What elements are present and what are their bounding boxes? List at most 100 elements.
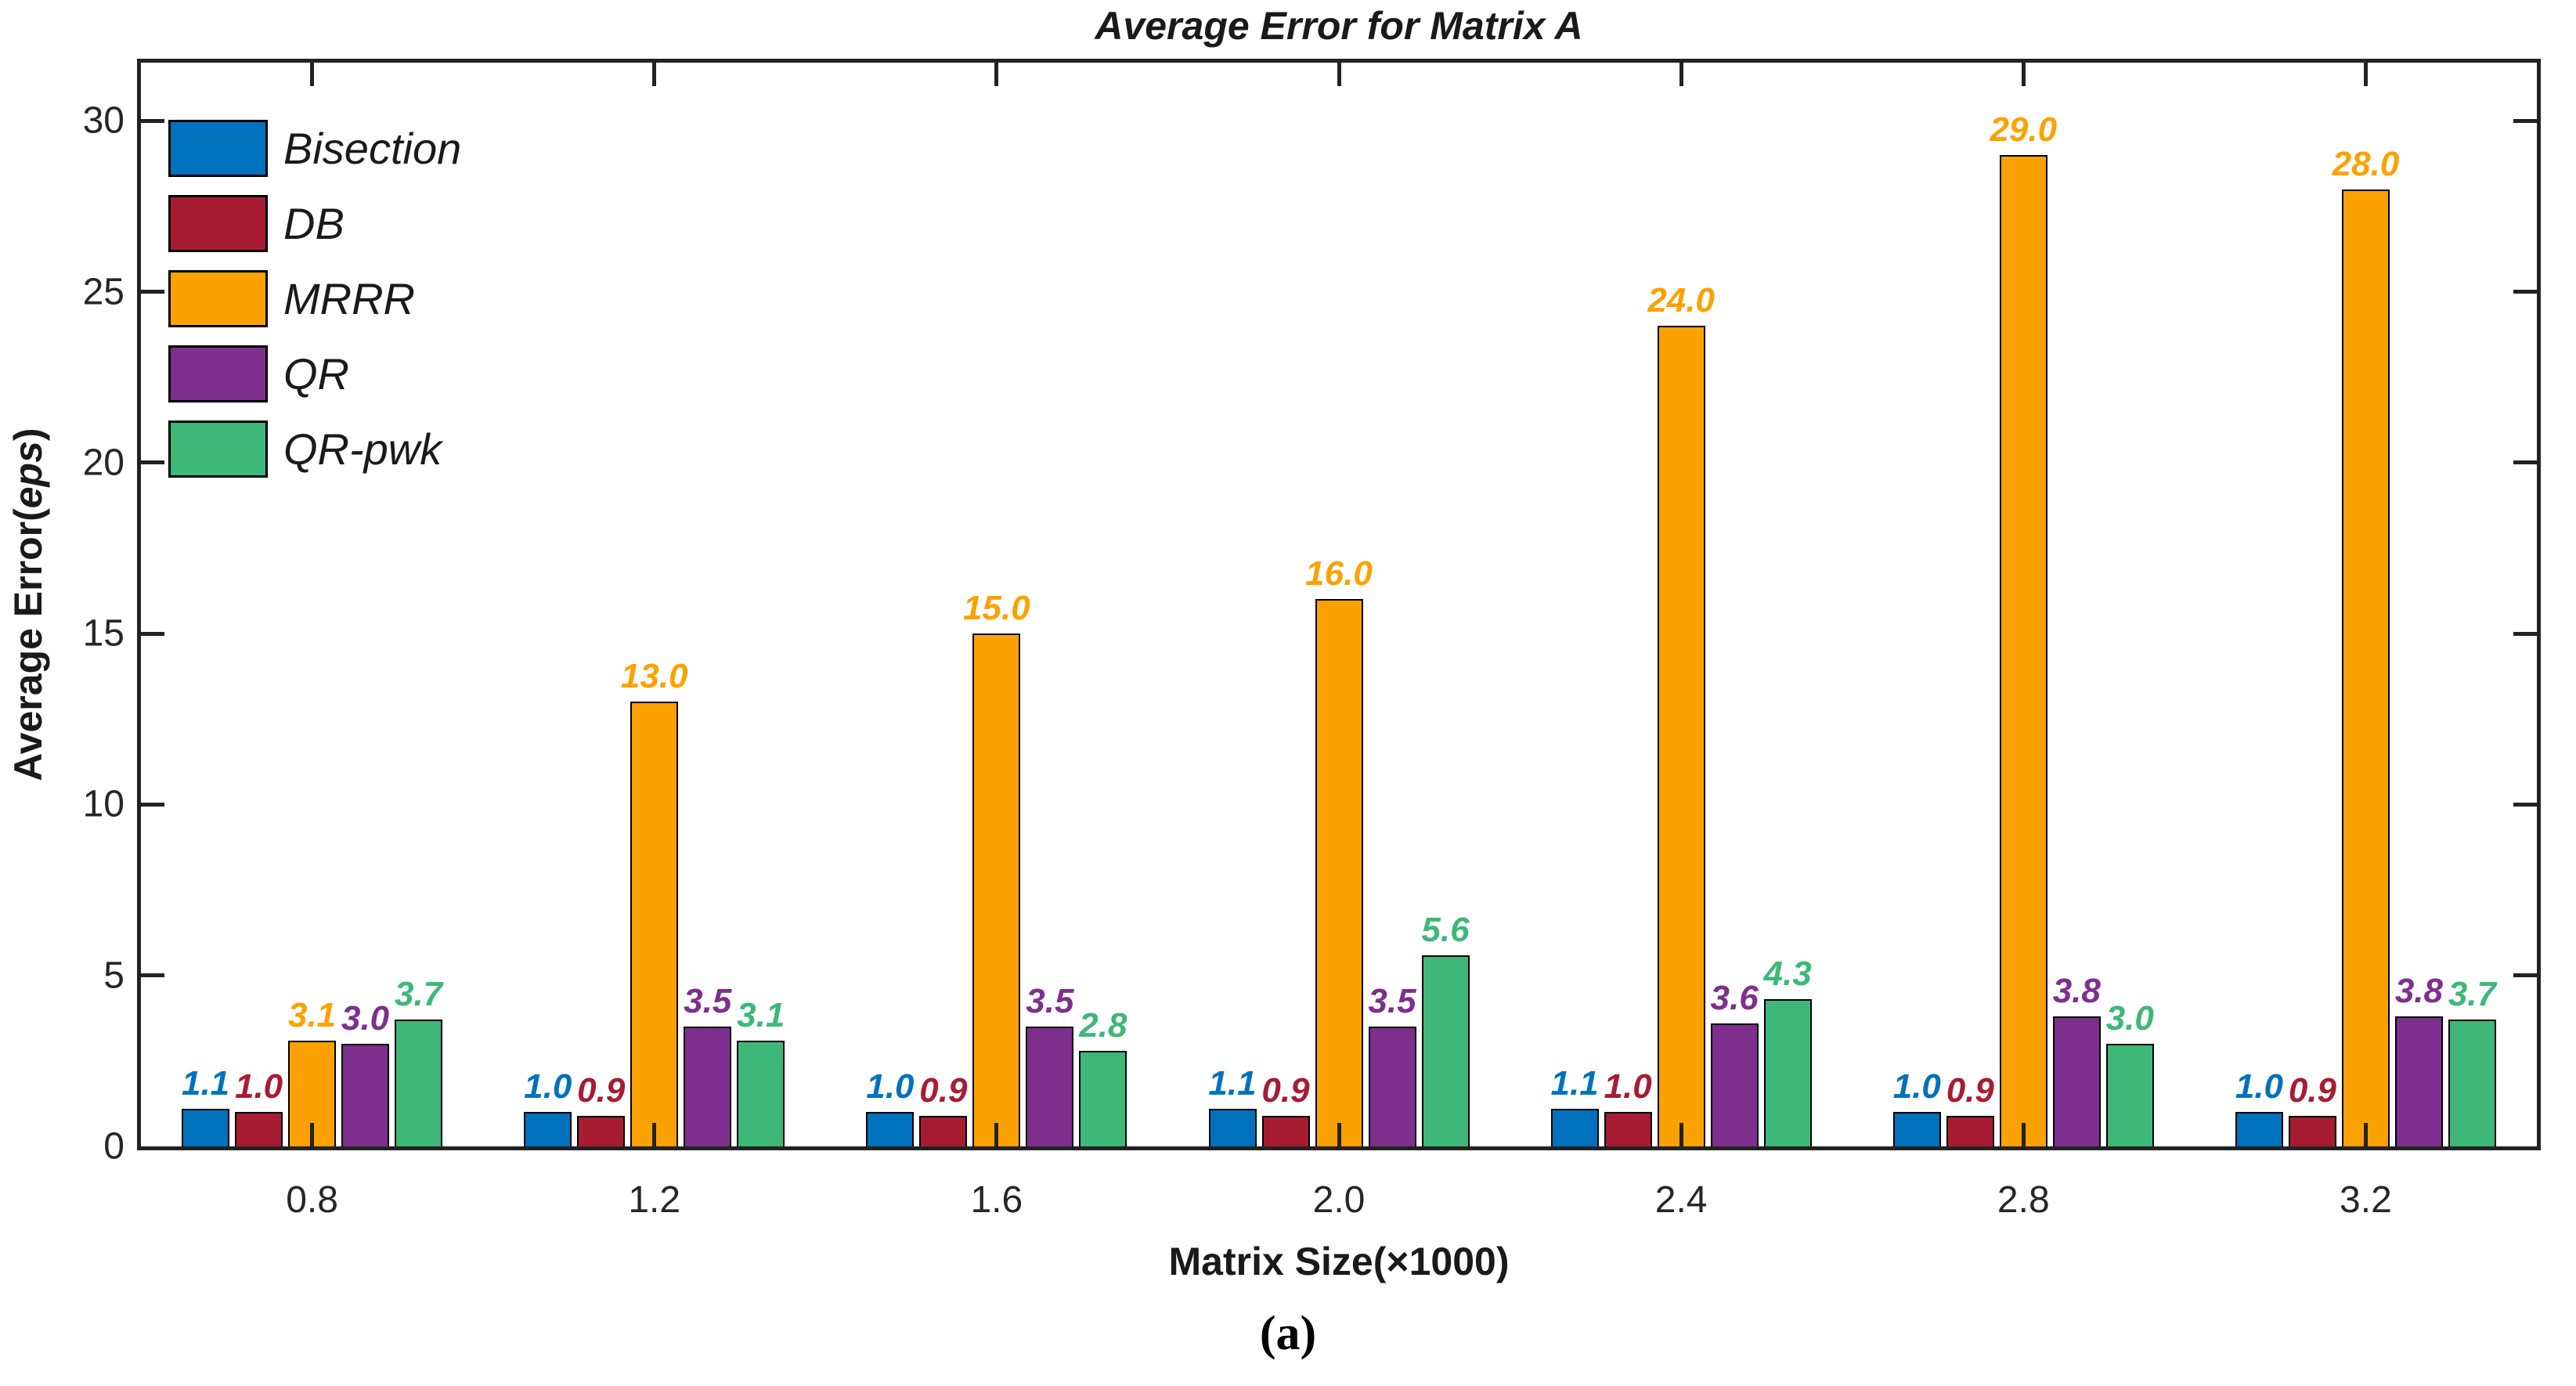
bar-group-2.8: 1.0 0.9 29.0 3.8 3.0 — [1893, 63, 2154, 1146]
bar-qr-pwk-2.8 — [2105, 1044, 2154, 1146]
x-tick-top-2.4 — [1679, 63, 1683, 86]
y-tick-label-0: 0 — [103, 1125, 124, 1168]
bar-slot-qr-pwk-2.8: 3.0 — [2106, 63, 2154, 1146]
bar-value-label-bisection-1.6: 1.0 — [866, 1067, 915, 1106]
bar-slot-mrrr-0.8: 3.1 — [288, 63, 336, 1146]
bar-slot-mrrr-2.4: 24.0 — [1647, 63, 1715, 1146]
bar-value-label-qr-pwk-1.2: 3.1 — [737, 995, 785, 1034]
bar-value-label-mrrr-3.2: 28.0 — [2332, 144, 2400, 183]
figure-caption: (a) — [1259, 1307, 1317, 1360]
y-tick-left-5 — [141, 973, 164, 978]
bar-group-2.0: 1.1 0.9 16.0 3.5 5.6 — [1208, 63, 1470, 1146]
bar-slot-qr-pwk-1.6: 2.8 — [1079, 63, 1127, 1146]
bar-slot-db-2.8: 0.9 — [1946, 63, 1994, 1146]
x-tick-label-2.8: 2.8 — [1997, 1179, 2050, 1221]
bar-value-label-qr-3.2: 3.8 — [2394, 972, 2444, 1011]
bar-slot-bisection-2.4: 1.1 — [1551, 63, 1599, 1146]
bar-slot-qr-pwk-2.0: 5.6 — [1421, 63, 1470, 1146]
bar-slot-db-0.8: 1.0 — [235, 63, 283, 1146]
bar-bisection-2.0 — [1208, 1108, 1257, 1146]
x-tick-top-2.0 — [1337, 63, 1341, 86]
y-tick-label-15: 15 — [82, 612, 124, 655]
legend-item-bisection: Bisection — [168, 120, 461, 177]
y-tick-left-25 — [141, 290, 164, 294]
x-tick-bottom-1.6 — [994, 1123, 999, 1146]
y-axis-label-eps: eps — [6, 441, 50, 509]
y-tick-left-30 — [141, 118, 164, 123]
bar-db-1.6 — [919, 1115, 968, 1146]
legend-swatch-mrrr — [168, 270, 268, 327]
x-axis-label: Matrix Size(×1000) — [1168, 1240, 1510, 1283]
bar-bisection-1.2 — [524, 1112, 572, 1146]
bar-qr-pwk-2.0 — [1421, 955, 1470, 1146]
bar-slot-mrrr-2.8: 29.0 — [1990, 63, 2057, 1146]
bar-value-label-mrrr-2.4: 24.0 — [1647, 281, 1715, 320]
y-tick-label-30: 30 — [82, 99, 124, 142]
bar-value-label-db-3.2: 0.9 — [2288, 1070, 2337, 1110]
y-tick-right-30 — [2513, 118, 2537, 123]
bar-value-label-bisection-2.0: 1.1 — [1208, 1063, 1257, 1103]
x-tick-label-1.6: 1.6 — [970, 1179, 1023, 1221]
bar-mrrr-2.8 — [1999, 154, 2047, 1146]
bar-value-label-mrrr-1.2: 13.0 — [620, 657, 688, 696]
legend-label: Bisection — [283, 123, 462, 173]
bar-group-3.2: 1.0 0.9 28.0 3.8 3.7 — [2235, 63, 2496, 1146]
y-tick-left-15 — [141, 631, 164, 636]
bar-value-label-qr-0.8: 3.0 — [341, 999, 390, 1038]
bar-mrrr-1.6 — [972, 633, 1021, 1146]
x-tick-bottom-1.2 — [652, 1123, 657, 1146]
legend-label: DB — [283, 198, 345, 248]
bar-slot-qr-pwk-2.4: 4.3 — [1764, 63, 1812, 1146]
bar-value-label-qr-pwk-1.6: 2.8 — [1079, 1005, 1127, 1045]
bar-slot-qr-2.8: 3.8 — [2053, 63, 2101, 1146]
x-tick-top-0.8 — [310, 63, 315, 86]
y-tick-right-25 — [2513, 290, 2537, 294]
y-axis-label: Average Error(eps) — [5, 428, 51, 781]
y-tick-label-10: 10 — [82, 783, 124, 825]
bar-slot-qr-2.0: 3.5 — [1368, 63, 1416, 1146]
bar-value-label-bisection-0.8: 1.1 — [181, 1063, 230, 1103]
bar-slot-bisection-2.0: 1.1 — [1208, 63, 1257, 1146]
bar-slot-qr-0.8: 3.0 — [341, 63, 389, 1146]
bar-slot-mrrr-1.2: 13.0 — [621, 63, 688, 1146]
y-tick-left-10 — [141, 802, 164, 807]
x-tick-top-2.8 — [2021, 63, 2026, 86]
bar-bisection-0.8 — [182, 1108, 230, 1146]
bar-value-label-qr-2.8: 3.8 — [2052, 972, 2101, 1011]
legend-item-qr-pwk: QR-pwk — [168, 420, 461, 478]
legend-swatch-qr-pwk — [168, 420, 268, 478]
bar-value-label-qr-2.0: 3.5 — [1368, 982, 1416, 1021]
x-tick-bottom-2.0 — [1337, 1123, 1341, 1146]
bar-slot-qr-2.4: 3.6 — [1711, 63, 1759, 1146]
x-tick-label-0.8: 0.8 — [286, 1179, 338, 1221]
y-tick-label-20: 20 — [82, 442, 124, 484]
bar-slot-mrrr-2.0: 16.0 — [1305, 63, 1373, 1146]
bar-qr-1.2 — [684, 1027, 732, 1146]
bar-slot-bisection-3.2: 1.0 — [2235, 63, 2283, 1146]
bar-db-1.2 — [577, 1115, 626, 1146]
legend-label: QR-pwk — [283, 424, 442, 474]
bar-slot-db-1.6: 0.9 — [919, 63, 967, 1146]
x-tick-top-1.6 — [994, 63, 999, 86]
bar-value-label-db-1.6: 0.9 — [919, 1070, 968, 1110]
bar-slot-db-2.0: 0.9 — [1261, 63, 1310, 1146]
legend-item-db: DB — [168, 195, 461, 252]
legend-label: MRRR — [283, 273, 415, 323]
bar-slot-bisection-1.6: 1.0 — [866, 63, 914, 1146]
bar-slot-mrrr-3.2: 28.0 — [2332, 63, 2399, 1146]
bar-value-label-db-1.2: 0.9 — [577, 1070, 626, 1110]
bar-value-label-qr-pwk-2.8: 3.0 — [2105, 999, 2154, 1038]
bar-value-label-db-2.0: 0.9 — [1261, 1070, 1310, 1110]
bar-value-label-qr-1.2: 3.5 — [684, 982, 732, 1021]
legend-item-qr: QR — [168, 345, 461, 402]
bar-value-label-bisection-2.4: 1.1 — [1550, 1063, 1599, 1103]
x-tick-label-2.0: 2.0 — [1312, 1179, 1366, 1221]
bar-value-label-bisection-2.8: 1.0 — [1892, 1067, 1941, 1106]
y-tick-right-10 — [2513, 802, 2537, 807]
bar-slot-qr-pwk-3.2: 3.7 — [2448, 63, 2496, 1146]
bar-qr-pwk-1.2 — [737, 1040, 785, 1146]
bar-value-label-mrrr-0.8: 3.1 — [287, 995, 337, 1034]
bar-qr-1.6 — [1026, 1027, 1074, 1146]
bar-value-label-db-0.8: 1.0 — [234, 1067, 283, 1106]
